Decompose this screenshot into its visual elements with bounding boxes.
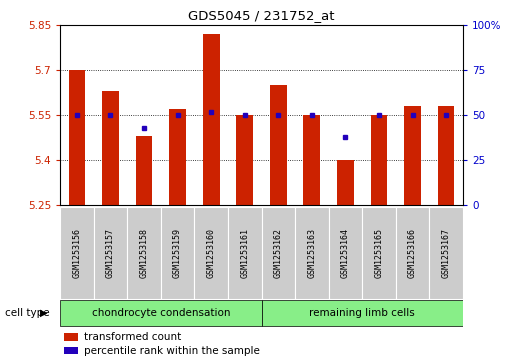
Bar xyxy=(64,334,78,341)
Bar xyxy=(69,70,85,205)
Bar xyxy=(236,115,253,205)
Bar xyxy=(161,207,195,299)
Text: GSM1253164: GSM1253164 xyxy=(341,228,350,278)
Text: GSM1253159: GSM1253159 xyxy=(173,228,182,278)
Text: GSM1253165: GSM1253165 xyxy=(374,228,383,278)
Text: ▶: ▶ xyxy=(40,308,47,318)
Bar xyxy=(127,207,161,299)
Bar xyxy=(262,207,295,299)
Bar xyxy=(60,207,94,299)
Text: GSM1253157: GSM1253157 xyxy=(106,228,115,278)
Bar xyxy=(362,207,396,299)
Text: GSM1253156: GSM1253156 xyxy=(72,228,82,278)
Bar xyxy=(228,207,262,299)
Text: GSM1253166: GSM1253166 xyxy=(408,228,417,278)
Text: chondrocyte condensation: chondrocyte condensation xyxy=(92,308,230,318)
Bar xyxy=(169,109,186,205)
Bar xyxy=(262,300,463,326)
Text: GSM1253163: GSM1253163 xyxy=(308,228,316,278)
Bar xyxy=(60,300,262,326)
Bar xyxy=(404,106,421,205)
Text: GDS5045 / 231752_at: GDS5045 / 231752_at xyxy=(188,9,335,22)
Text: GSM1253162: GSM1253162 xyxy=(274,228,283,278)
Bar xyxy=(371,115,388,205)
Bar xyxy=(303,115,320,205)
Bar xyxy=(337,160,354,205)
Text: cell type: cell type xyxy=(5,308,50,318)
Text: GSM1253160: GSM1253160 xyxy=(207,228,215,278)
Bar xyxy=(64,347,78,354)
Bar xyxy=(438,106,454,205)
Text: percentile rank within the sample: percentile rank within the sample xyxy=(84,346,260,356)
Bar xyxy=(135,136,152,205)
Text: GSM1253167: GSM1253167 xyxy=(441,228,451,278)
Bar xyxy=(270,85,287,205)
Bar xyxy=(295,207,328,299)
Text: GSM1253161: GSM1253161 xyxy=(240,228,249,278)
Bar xyxy=(328,207,362,299)
Text: remaining limb cells: remaining limb cells xyxy=(309,308,415,318)
Bar xyxy=(429,207,463,299)
Bar xyxy=(396,207,429,299)
Bar xyxy=(94,207,127,299)
Bar xyxy=(203,34,220,205)
Text: transformed count: transformed count xyxy=(84,332,181,342)
Bar xyxy=(195,207,228,299)
Bar xyxy=(102,91,119,205)
Text: GSM1253158: GSM1253158 xyxy=(140,228,149,278)
